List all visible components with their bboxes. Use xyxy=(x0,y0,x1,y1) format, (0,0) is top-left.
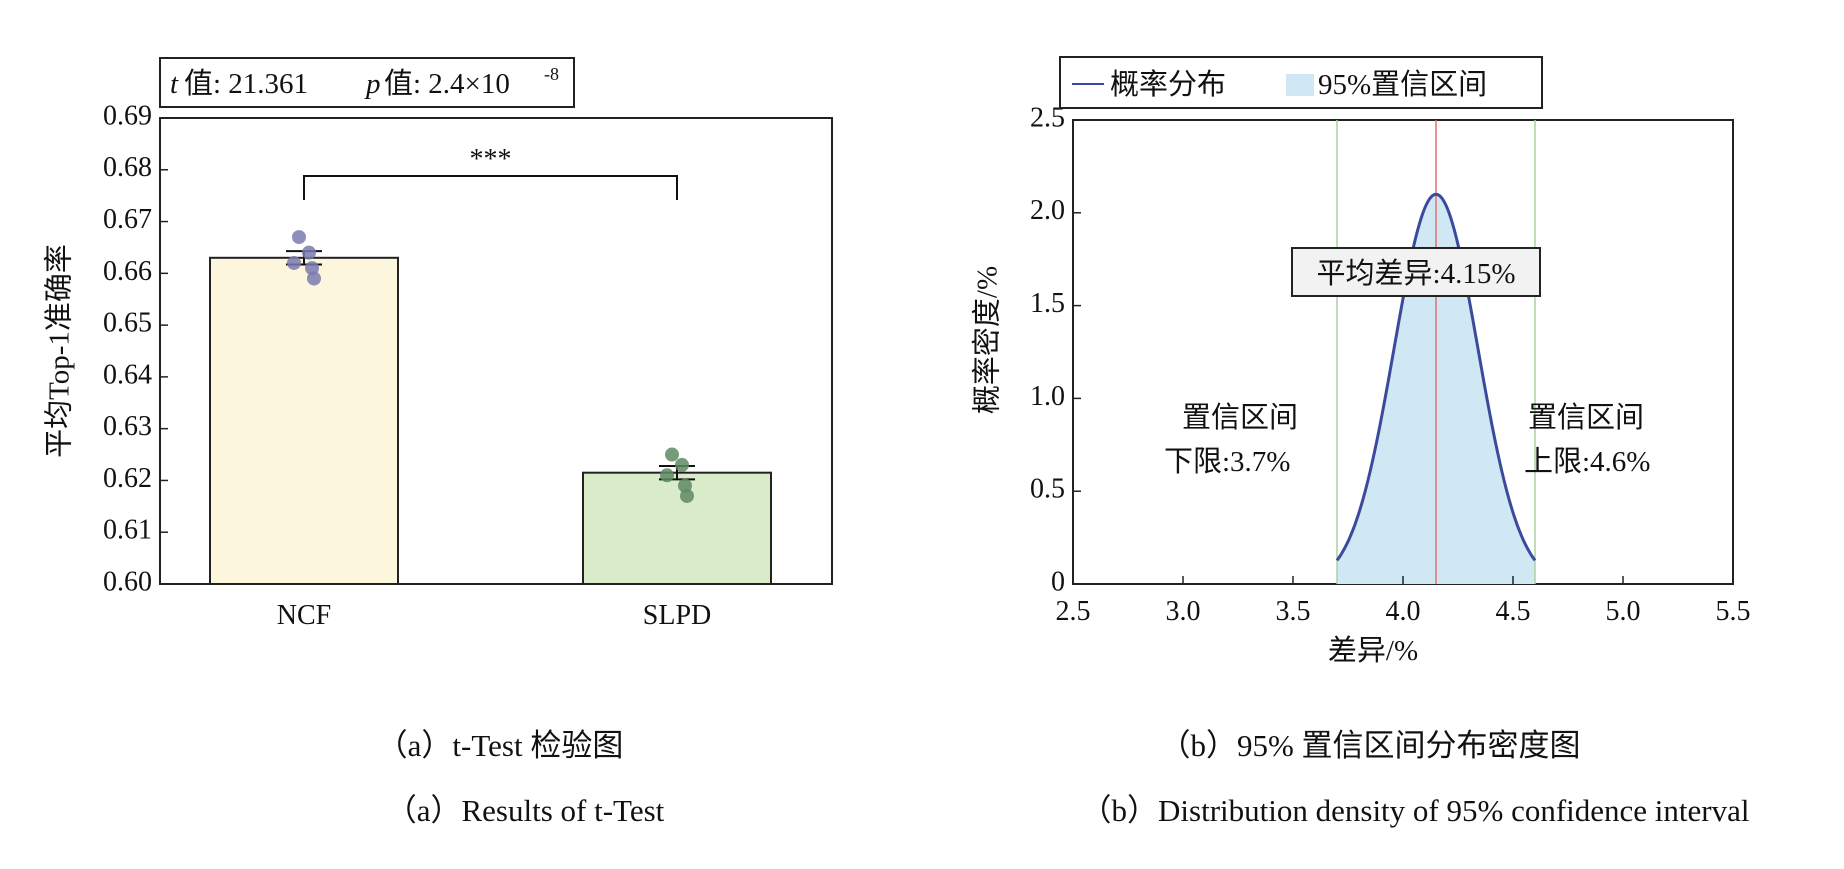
x-tick-label-b: 5.0 xyxy=(1606,596,1641,627)
density-curve xyxy=(1335,192,1537,562)
y-tick-label-a: 0.67 xyxy=(103,204,152,235)
mean-label-box xyxy=(1291,247,1541,297)
stats-t-symbol: t xyxy=(170,68,179,100)
caption-b-chinese: （b）95% 置信区间分布密度图 xyxy=(1159,728,1581,763)
y-axis-label-b: 概率密度/% xyxy=(971,266,1004,414)
y-tick-label-b: 0 xyxy=(1051,566,1065,597)
y-tick-label-a: 0.60 xyxy=(103,566,152,597)
legend-area-swatch xyxy=(1286,74,1314,96)
ci-upper-label-value: 上限:4.6% xyxy=(1524,446,1650,478)
data-point xyxy=(678,478,692,493)
x-tick-label-b: 3.5 xyxy=(1276,596,1311,627)
stats-box xyxy=(159,57,575,108)
ci-lower-label-value: 下限:3.7% xyxy=(1164,446,1290,478)
stats-p-symbol: p xyxy=(364,68,381,100)
x-tick-label-b: 2.5 xyxy=(1056,596,1091,627)
data-point xyxy=(307,271,321,286)
y-tick-label-a: 0.65 xyxy=(103,308,152,339)
y-tick-label-b: 1.5 xyxy=(1030,288,1065,319)
caption-a-english: （a）Results of t-Test xyxy=(385,793,665,828)
data-point xyxy=(660,468,674,483)
data-point xyxy=(665,447,679,462)
x-tick-label-b: 5.5 xyxy=(1716,596,1751,627)
data-point xyxy=(675,457,689,472)
y-tick-label-a: 0.62 xyxy=(103,463,152,494)
x-axis-label-b: 差异/% xyxy=(1328,634,1418,667)
x-tick-label-b: 4.5 xyxy=(1496,596,1531,627)
plot-frame-a xyxy=(159,117,833,585)
y-tick-label-a: 0.64 xyxy=(103,359,152,390)
data-point xyxy=(302,245,316,260)
y-tick-label-b: 1.0 xyxy=(1030,381,1065,412)
significance-stars: *** xyxy=(470,144,512,175)
stats-p-value: 值: 2.4×10 xyxy=(384,67,510,100)
y-tick-label-a: 0.68 xyxy=(103,152,152,183)
y-tick-label-a: 0.69 xyxy=(103,100,152,131)
x-tick-label-b: 3.0 xyxy=(1166,596,1201,627)
ci-upper-label-title: 置信区间 xyxy=(1528,401,1644,434)
x-tick-label-a: NCF xyxy=(277,600,331,631)
y-tick-label-a: 0.61 xyxy=(103,515,152,546)
x-tick-label-b: 4.0 xyxy=(1386,596,1421,627)
significance-bracket xyxy=(303,175,678,200)
data-point xyxy=(680,488,694,503)
bar-slpd xyxy=(582,471,772,585)
ci-lower-label-title: 置信区间 xyxy=(1182,401,1298,434)
data-point xyxy=(292,230,306,245)
data-point xyxy=(287,255,301,270)
bar-ncf xyxy=(209,256,399,585)
y-tick-label-a: 0.66 xyxy=(103,256,152,287)
y-tick-label-a: 0.63 xyxy=(103,411,152,442)
mean-label: 平均差异:4.15% xyxy=(1317,257,1516,290)
legend-area-label: 95%置信区间 xyxy=(1318,68,1487,101)
y-tick-label-b: 2.0 xyxy=(1030,195,1065,226)
y-axis-label-a: 平均Top-1准确率 xyxy=(43,244,76,458)
caption-a-chinese: （a）t-Test 检验图 xyxy=(376,728,624,763)
data-point xyxy=(305,261,319,276)
caption-b-english: （b）Distribution density of 95% confidenc… xyxy=(1080,793,1750,828)
x-tick-label-a: SLPD xyxy=(643,600,711,631)
stats-p-exponent: -8 xyxy=(544,64,559,84)
y-tick-label-b: 0.5 xyxy=(1030,474,1065,505)
legend-line-label: 概率分布 xyxy=(1110,68,1226,101)
stats-t-value: 值: 21.361 xyxy=(184,67,308,100)
